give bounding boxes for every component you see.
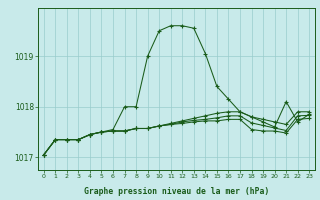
Text: Graphe pression niveau de la mer (hPa): Graphe pression niveau de la mer (hPa) bbox=[84, 187, 269, 196]
